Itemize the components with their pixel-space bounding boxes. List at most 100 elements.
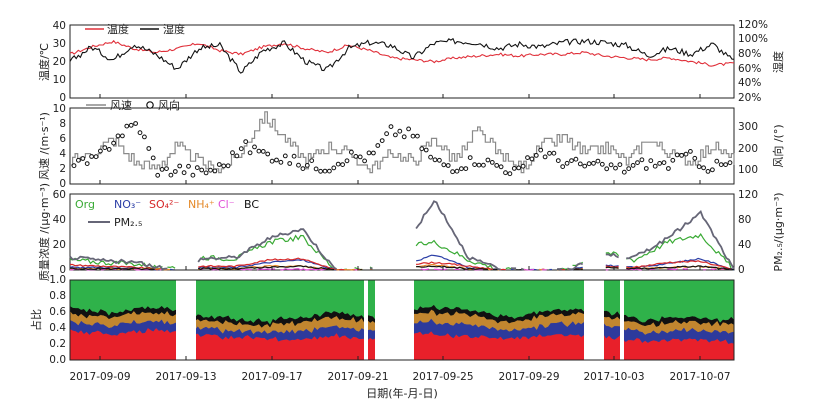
p4-ylabel: 占比 xyxy=(29,309,43,331)
series-line-6 xyxy=(567,262,584,271)
wind-direction-point xyxy=(128,122,134,128)
panel-temp-humidity: 温度 湿度 0 10 20 30 40 20% 40% 60% 80% 100%… xyxy=(37,19,785,104)
wind-direction-point xyxy=(384,131,390,137)
p3-ytick-20: 20 xyxy=(53,239,66,251)
wind-direction-point xyxy=(635,160,640,166)
series-line-6 xyxy=(69,255,168,271)
xtick-1003: 2017-10-03 xyxy=(583,371,644,383)
wind-direction-point xyxy=(322,168,328,174)
wind-direction-point xyxy=(388,124,394,129)
p2-ytick-4: 4 xyxy=(59,148,66,160)
data-gap-4 xyxy=(620,280,624,360)
series-line-4 xyxy=(434,268,448,271)
wind-direction-point xyxy=(423,147,429,153)
wind-direction-point xyxy=(714,158,720,164)
wind-direction-point xyxy=(335,161,341,167)
wind-direction-point xyxy=(657,161,662,166)
wind-direction-point xyxy=(617,162,623,168)
p1-ytick-0: 0 xyxy=(59,92,66,104)
wind-direction-point xyxy=(459,166,464,172)
wind-direction-point xyxy=(560,164,566,170)
wind-direction-point xyxy=(260,149,266,154)
wind-direction-points xyxy=(71,121,733,178)
xtick-0917: 2017-09-17 xyxy=(241,371,302,383)
wind-direction-point xyxy=(269,158,275,164)
wind-direction-point xyxy=(296,162,301,168)
panel-4-frame xyxy=(69,279,735,361)
p3-ylabel-left: 质量浓度 /(μg·m⁻³) xyxy=(37,183,51,281)
wind-direction-point xyxy=(313,166,319,172)
humidity-line xyxy=(69,37,735,74)
wind-direction-point xyxy=(309,158,315,164)
xtick-0921: 2017-09-21 xyxy=(327,371,388,383)
wind-direction-point xyxy=(401,134,407,140)
p2-ytick-10: 10 xyxy=(53,103,66,115)
wind-direction-point xyxy=(406,126,412,132)
legend-dir-label: 风向 xyxy=(158,98,180,112)
wind-direction-point xyxy=(485,157,491,163)
wind-direction-point xyxy=(445,163,451,168)
wind-direction-point xyxy=(76,157,81,163)
wind-direction-point xyxy=(106,147,112,152)
series-line-0 xyxy=(197,234,335,271)
p3-ytick-40: 40 xyxy=(53,214,66,226)
legend-org: Org xyxy=(75,198,95,211)
wind-direction-point xyxy=(80,156,86,161)
wind-direction-point xyxy=(287,161,293,166)
wind-direction-point xyxy=(194,165,200,171)
wind-direction-point xyxy=(586,161,592,167)
wind-direction-point xyxy=(177,163,183,169)
series-line-4 xyxy=(667,268,678,271)
legend-nh4: NH₄⁺ xyxy=(188,198,215,211)
series-line-1 xyxy=(605,264,619,268)
wind-direction-point xyxy=(621,169,627,175)
wind-direction-point xyxy=(595,158,601,164)
wind-direction-point xyxy=(344,158,350,164)
series-line-4 xyxy=(210,268,219,271)
wind-direction-point xyxy=(291,153,297,159)
p1-rtick-120: 120% xyxy=(738,19,768,31)
wind-direction-point xyxy=(366,150,372,156)
wind-direction-point xyxy=(274,157,279,163)
wind-direction-point xyxy=(300,166,306,172)
wind-direction-point xyxy=(115,133,121,139)
legend-so4: SO₄²⁻ xyxy=(149,198,179,211)
panel-2-frame xyxy=(69,107,735,185)
wind-direction-point xyxy=(437,157,442,163)
p1-rtick-40: 40% xyxy=(738,77,761,89)
wind-direction-point xyxy=(379,138,385,144)
series-line-5 xyxy=(198,265,335,271)
wind-direction-point xyxy=(327,168,332,174)
wind-direction-point xyxy=(701,165,706,171)
legend-pm25: PM₂.₅ xyxy=(114,216,142,229)
panel-2-right-ticks: 100 200 300 xyxy=(738,121,758,176)
wind-direction-point xyxy=(454,168,460,174)
wind-direction-point xyxy=(375,143,381,148)
panel-3-legend: Org NO₃⁻ SO₄²⁻ NH₄⁺ Cl⁻ BC PM₂.₅ xyxy=(75,198,259,229)
panel-3-right-ticks: 0 40 80 120 xyxy=(738,189,758,276)
wind-direction-point xyxy=(679,153,684,158)
wind-direction-point xyxy=(666,166,671,171)
legend-dir-marker xyxy=(146,101,154,109)
wind-direction-point xyxy=(318,168,324,174)
wind-direction-point xyxy=(551,150,557,156)
wind-direction-point xyxy=(591,160,596,166)
wind-direction-point xyxy=(142,134,147,140)
wind-direction-point xyxy=(133,121,139,126)
wind-direction-point xyxy=(230,150,235,156)
wind-direction-point xyxy=(98,148,103,154)
wind-direction-point xyxy=(371,150,376,156)
p1-ylabel-left: 温度/℃ xyxy=(37,43,51,81)
p4-ytick-02: 0.2 xyxy=(49,338,66,350)
wind-direction-point xyxy=(221,163,227,169)
wind-direction-point xyxy=(247,150,253,156)
p1-ytick-10: 10 xyxy=(53,74,66,86)
wind-direction-point xyxy=(529,156,535,162)
series-line-2 xyxy=(626,260,732,270)
wind-direction-point xyxy=(538,147,544,153)
panel-3-left-ticks: 0 20 40 60 xyxy=(53,189,66,276)
wind-direction-point xyxy=(555,158,561,164)
p3-rtick-80: 80 xyxy=(738,214,751,226)
wind-direction-point xyxy=(582,163,588,169)
series-line-0 xyxy=(505,267,512,270)
